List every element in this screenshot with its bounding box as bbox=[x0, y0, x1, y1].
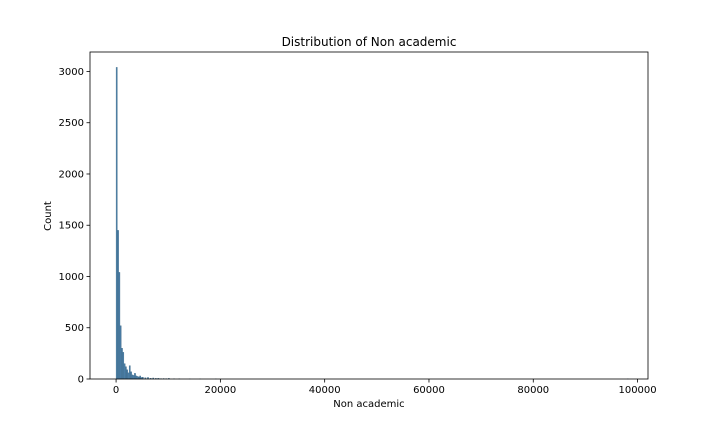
y-tick-label: 1000 bbox=[59, 272, 84, 283]
histogram-bar bbox=[121, 348, 123, 380]
histogram-bar bbox=[131, 374, 134, 380]
histogram-bar bbox=[126, 369, 128, 380]
y-tick-label: 500 bbox=[65, 323, 84, 334]
x-tick-label: 60000 bbox=[413, 385, 445, 396]
x-tick-label: 0 bbox=[113, 385, 119, 396]
bars-group bbox=[115, 67, 629, 380]
histogram-bar bbox=[125, 366, 127, 380]
y-axis-ticks: 0 500 1000 1500 2000 2500 3000 bbox=[59, 67, 90, 386]
histogram-bar bbox=[134, 373, 136, 380]
y-tick-label: 1500 bbox=[59, 221, 84, 232]
x-tick-label: 40000 bbox=[309, 385, 341, 396]
histogram-bar bbox=[127, 372, 130, 380]
histogram-bar bbox=[117, 230, 119, 380]
histogram-bar bbox=[132, 375, 135, 380]
chart-title: Distribution of Non academic bbox=[282, 35, 457, 49]
histogram-bar bbox=[119, 325, 122, 380]
plot-frame bbox=[89, 51, 649, 380]
histogram-bar bbox=[139, 375, 141, 380]
histogram-bar bbox=[115, 67, 118, 380]
histogram-bar bbox=[122, 352, 125, 380]
x-tick-label: 100000 bbox=[618, 385, 656, 396]
y-tick-label: 3000 bbox=[59, 67, 84, 78]
histogram-bar bbox=[123, 363, 126, 380]
x-axis-ticks: 0 20000 40000 60000 80000 100000 bbox=[113, 379, 657, 396]
y-tick-label: 2500 bbox=[59, 118, 84, 129]
histogram-bar bbox=[128, 365, 131, 380]
x-axis-label: Non academic bbox=[333, 399, 404, 410]
histogram-bar bbox=[135, 375, 138, 380]
x-tick-label: 20000 bbox=[204, 385, 236, 396]
histogram-bar bbox=[130, 371, 132, 380]
x-tick-label: 80000 bbox=[517, 385, 549, 396]
y-tick-label: 0 bbox=[78, 375, 84, 386]
histogram-bar bbox=[118, 272, 121, 380]
y-tick-label: 2000 bbox=[59, 169, 84, 180]
y-axis-label: Count bbox=[43, 201, 54, 231]
